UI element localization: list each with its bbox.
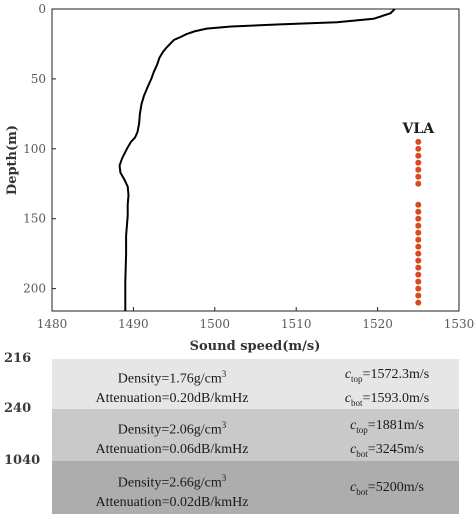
vla-hydrophone bbox=[415, 201, 422, 208]
layer-3-speeds: cbot=5200m/s bbox=[350, 480, 424, 497]
vla-hydrophone bbox=[415, 159, 422, 166]
sediment-layer-1: Density=1.76g/cm3 Attenuation=0.20dB/kmH… bbox=[52, 359, 459, 409]
vla-hydrophone bbox=[415, 285, 422, 292]
layer-1-attenuation: Attenuation=0.20dB/kmHz bbox=[95, 390, 249, 406]
x-tick-label: 1490 bbox=[118, 317, 149, 331]
y-tick-label: 150 bbox=[23, 212, 46, 226]
layer-2-c-bot: =3245m/s bbox=[367, 441, 424, 457]
vla-array bbox=[415, 138, 422, 306]
axis-ticks: 1480 1490 1500 1510 1520 1530 0 50 100 150 200 bbox=[23, 2, 474, 331]
sound-speed-profile-line bbox=[118, 8, 396, 311]
x-tick-label: 1510 bbox=[281, 317, 312, 331]
vla-hydrophone bbox=[415, 236, 422, 243]
vla-hydrophone bbox=[415, 215, 422, 222]
vla-hydrophone bbox=[415, 243, 422, 250]
layer-1-density: Density=1.76g/cm bbox=[117, 371, 222, 387]
x-tick-label: 1500 bbox=[200, 317, 231, 331]
vla-hydrophone bbox=[415, 250, 422, 257]
layer-2-density: Density=2.06g/cm bbox=[117, 422, 222, 438]
vla-hydrophone bbox=[415, 208, 422, 215]
plot-frame bbox=[51, 8, 460, 312]
basement-layer: Density=2.66g/cm3 Attenuation=0.02dB/kmH… bbox=[52, 461, 459, 514]
layer-2-depth: 240 bbox=[4, 401, 32, 416]
vla-hydrophone bbox=[415, 152, 422, 159]
y-tick-label: 200 bbox=[23, 282, 46, 296]
layer-2-c-top: =1881m/s bbox=[367, 418, 424, 433]
y-axis-title: Depth(m) bbox=[5, 125, 20, 195]
vla-hydrophone bbox=[415, 278, 422, 285]
vla-hydrophone bbox=[415, 180, 422, 187]
layer-3-depth: 1040 bbox=[4, 453, 41, 468]
x-axis-title: Sound speed(m/s) bbox=[190, 339, 321, 354]
vla-label: VLA bbox=[402, 121, 436, 137]
layer-2-attenuation: Attenuation=0.06dB/kmHz bbox=[95, 441, 249, 457]
vla-hydrophone bbox=[415, 173, 422, 180]
layer-1-speeds: ctop=1572.3m/s cbot=1593.0m/s bbox=[344, 367, 430, 408]
x-tick-label: 1530 bbox=[444, 317, 474, 331]
vla-hydrophone bbox=[415, 299, 422, 306]
x-tick-label: 1480 bbox=[37, 317, 68, 331]
layer-1-c-top: =1572.3m/s bbox=[362, 367, 430, 382]
y-tick-label: 0 bbox=[38, 2, 46, 16]
layer-3-density: Density=2.66g/cm bbox=[117, 475, 222, 491]
layer-2-properties: Density=2.06g/cm3 Attenuation=0.06dB/kmH… bbox=[52, 416, 292, 459]
vla-hydrophone bbox=[415, 257, 422, 264]
y-tick-label: 100 bbox=[23, 142, 46, 156]
vla-hydrophone bbox=[415, 166, 422, 173]
y-tick-label: 50 bbox=[31, 72, 46, 86]
vla-hydrophone bbox=[415, 271, 422, 278]
layer-1-depth: 216 bbox=[4, 351, 32, 366]
vla-hydrophone bbox=[415, 145, 422, 152]
vla-hydrophone bbox=[415, 229, 422, 236]
vla-hydrophone bbox=[415, 292, 422, 299]
vla-hydrophone bbox=[415, 222, 422, 229]
layer-3-attenuation: Attenuation=0.02dB/kmHz bbox=[95, 494, 249, 510]
x-tick-label: 1520 bbox=[362, 317, 393, 331]
layer-1-c-bot: =1593.0m/s bbox=[362, 390, 430, 406]
sediment-layer-2: Density=2.06g/cm3 Attenuation=0.06dB/kmH… bbox=[52, 409, 459, 461]
layer-1-properties: Density=1.76g/cm3 Attenuation=0.20dB/kmH… bbox=[52, 365, 292, 408]
vla-hydrophone bbox=[415, 138, 422, 145]
vla-hydrophone bbox=[415, 264, 422, 271]
layer-3-properties: Density=2.66g/cm3 Attenuation=0.02dB/kmH… bbox=[52, 469, 292, 512]
seabed-layers: 216 240 1040 Density=1.76g/cm3 Attenuati… bbox=[0, 351, 474, 517]
layer-2-speeds: ctop=1881m/s cbot=3245m/s bbox=[350, 418, 424, 459]
layer-3-c-bot: =5200m/s bbox=[367, 480, 424, 495]
sound-speed-chart: 1480 1490 1500 1510 1520 1530 0 50 100 150 200 VLA… bbox=[5, 2, 474, 354]
